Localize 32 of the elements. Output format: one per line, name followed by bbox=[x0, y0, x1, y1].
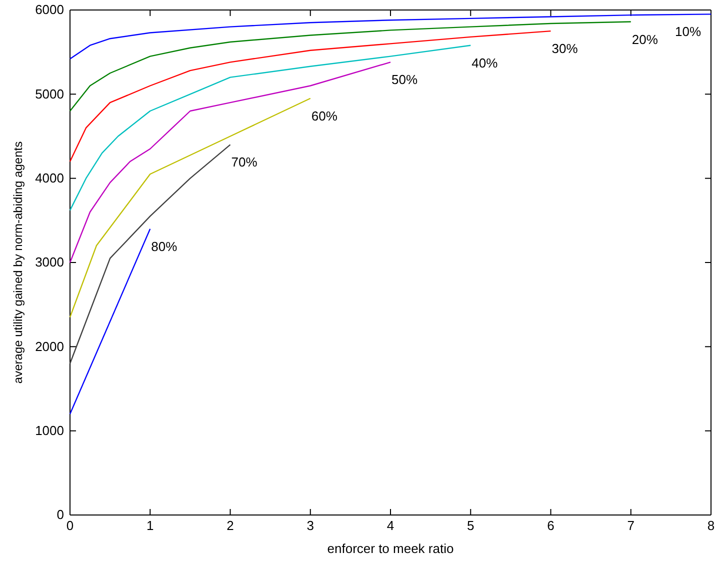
series-label: 20% bbox=[632, 32, 658, 47]
x-tick-label: 4 bbox=[386, 518, 394, 534]
x-axis-title: enforcer to meek ratio bbox=[327, 541, 454, 556]
y-tick-label: 2000 bbox=[35, 338, 64, 354]
x-tick-label: 3 bbox=[306, 518, 314, 534]
x-tick-label: 6 bbox=[547, 518, 554, 534]
y-tick-label: 5000 bbox=[35, 86, 64, 102]
line-series bbox=[69, 62, 392, 264]
x-tick-label: 2 bbox=[226, 518, 234, 534]
x-tick-label: 5 bbox=[467, 518, 474, 534]
x-tick-label: 1 bbox=[146, 518, 154, 534]
series-label: 80% bbox=[151, 238, 178, 254]
x-tick-label: 7 bbox=[627, 518, 634, 534]
line-series bbox=[69, 14, 712, 60]
y-tick-label: 1000 bbox=[35, 422, 64, 438]
x-tick-label: 8 bbox=[707, 518, 715, 534]
series-label: 40% bbox=[472, 55, 498, 70]
y-tick-label: 0 bbox=[56, 507, 64, 522]
series-label: 60% bbox=[311, 108, 338, 124]
line-series bbox=[69, 44, 472, 211]
series-label: 50% bbox=[392, 72, 418, 88]
y-tick-label: 6000 bbox=[35, 2, 64, 18]
y-axis-title: average utility gained by norm-abiding agents bbox=[11, 141, 25, 384]
line-series bbox=[69, 144, 231, 364]
line-series bbox=[69, 21, 632, 112]
series-label: 10% bbox=[675, 24, 702, 40]
y-tick-label: 3000 bbox=[35, 254, 64, 270]
y-tick-label: 4000 bbox=[35, 170, 64, 186]
x-tick-label: 0 bbox=[66, 518, 74, 534]
series-label: 70% bbox=[231, 154, 258, 170]
series-label: 30% bbox=[552, 41, 578, 56]
line-series bbox=[69, 98, 311, 318]
